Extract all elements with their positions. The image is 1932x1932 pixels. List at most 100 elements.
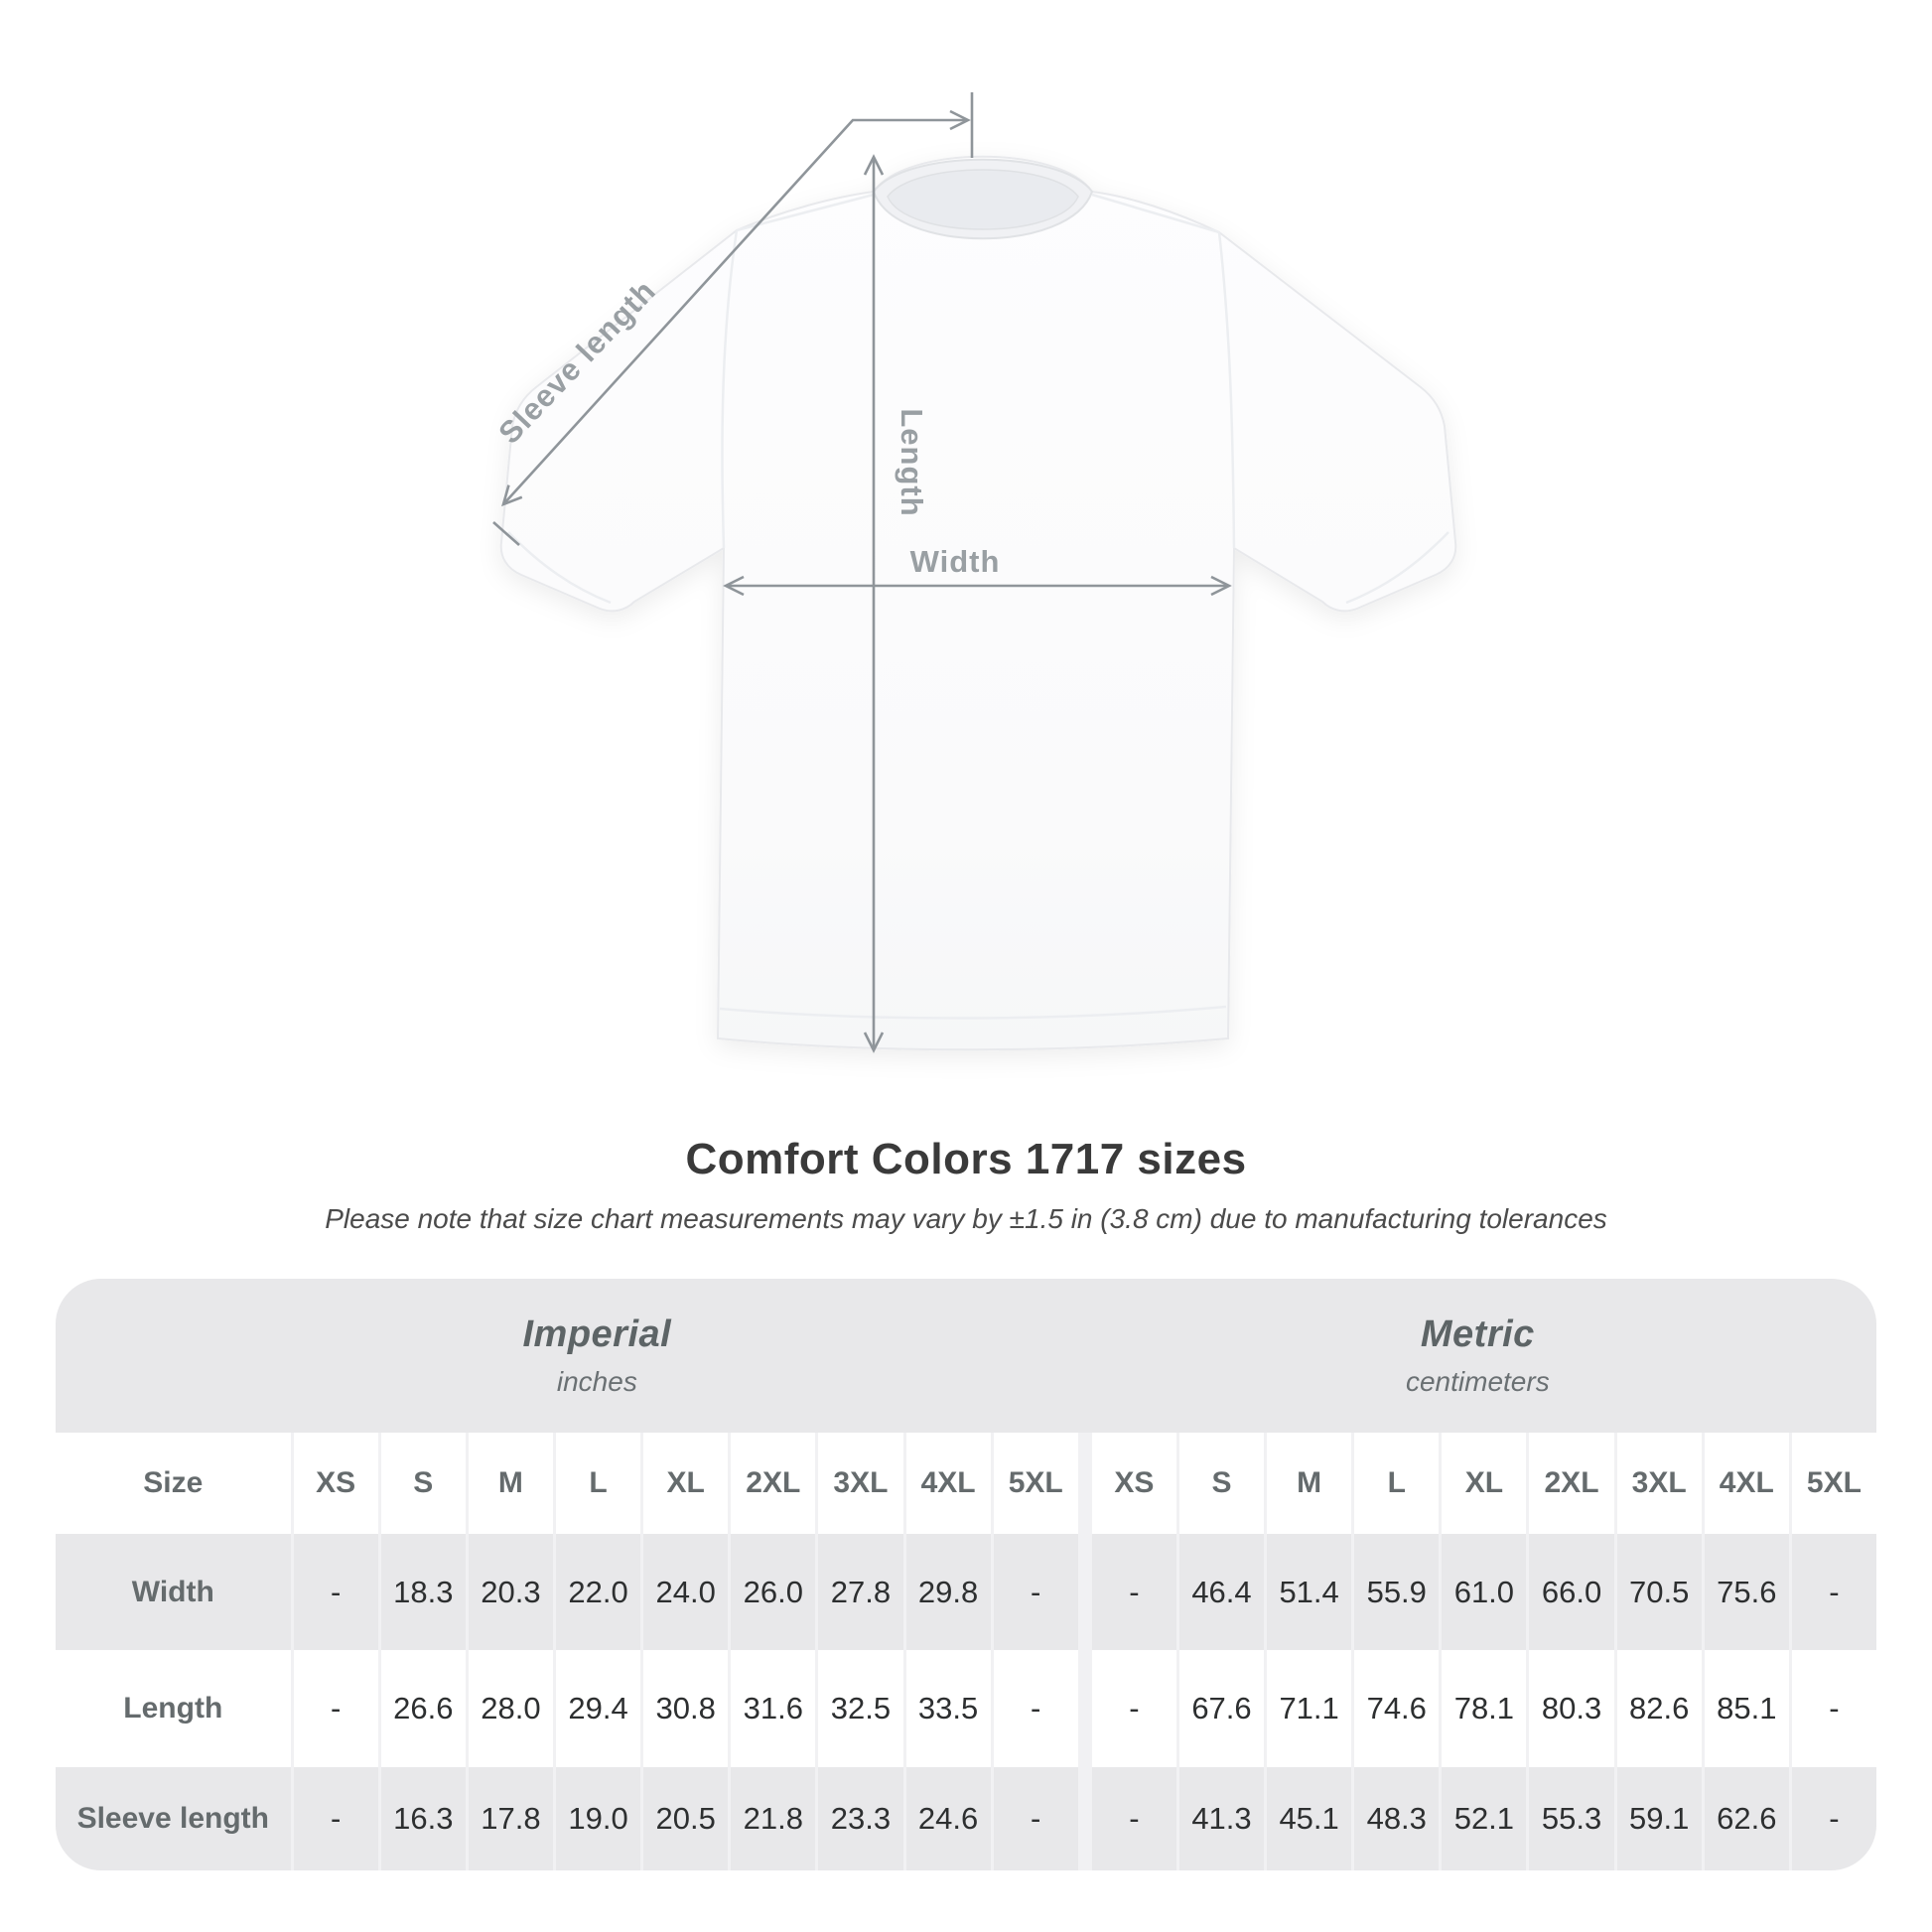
sleeve-length-line xyxy=(501,109,971,507)
size-column-header: 5XL xyxy=(1791,1433,1876,1534)
measurement-group-header: Imperial inches Metric centimeters xyxy=(56,1279,1876,1433)
metric-label: Metric xyxy=(1420,1313,1535,1355)
value-cell: - xyxy=(1791,1534,1876,1650)
value-cell: 22.0 xyxy=(555,1534,641,1650)
value-cell: 32.5 xyxy=(818,1650,903,1767)
imperial-unit-label: inches xyxy=(556,1366,637,1397)
value-cell: 20.5 xyxy=(643,1767,729,1870)
value-cell: - xyxy=(993,1767,1078,1870)
value-cell: - xyxy=(1791,1767,1876,1870)
value-cell: 29.8 xyxy=(905,1534,991,1650)
value-cell: 24.6 xyxy=(905,1767,991,1870)
value-cell: 80.3 xyxy=(1529,1650,1614,1767)
imperial-label: Imperial xyxy=(522,1313,672,1355)
value-cell: 23.3 xyxy=(818,1767,903,1870)
value-cell: - xyxy=(1791,1650,1876,1767)
size-column-header: 2XL xyxy=(731,1433,816,1534)
value-cell: - xyxy=(1091,1534,1176,1650)
size-column-header: XS xyxy=(293,1433,378,1534)
size-column-header: M xyxy=(1267,1433,1352,1534)
value-cell: 46.4 xyxy=(1178,1534,1265,1650)
sleeve-end-tick xyxy=(492,521,520,546)
value-cell: 85.1 xyxy=(1704,1650,1789,1767)
value-cell: - xyxy=(1091,1767,1176,1870)
value-cell: 55.9 xyxy=(1354,1534,1440,1650)
size-column-header: XL xyxy=(643,1433,729,1534)
value-cell: 26.6 xyxy=(380,1650,466,1767)
value-cell: 26.0 xyxy=(731,1534,816,1650)
tshirt-diagram-svg: Sleeve length Length Width xyxy=(491,92,1457,1053)
value-cell: 62.6 xyxy=(1704,1767,1789,1870)
value-cell: 51.4 xyxy=(1267,1534,1352,1650)
size-column-header: 4XL xyxy=(1704,1433,1789,1534)
value-cell: - xyxy=(1091,1650,1176,1767)
size-column-header: 3XL xyxy=(1616,1433,1702,1534)
value-cell: 59.1 xyxy=(1616,1767,1702,1870)
size-chart-title: Comfort Colors 1717 sizes xyxy=(685,1135,1247,1183)
value-cell: - xyxy=(993,1650,1078,1767)
value-cell: 21.8 xyxy=(731,1767,816,1870)
value-cell: 82.6 xyxy=(1616,1650,1702,1767)
value-cell: 78.1 xyxy=(1442,1650,1527,1767)
size-column-header: XS xyxy=(1091,1433,1176,1534)
value-cell: 66.0 xyxy=(1529,1534,1614,1650)
value-cell: - xyxy=(993,1534,1078,1650)
size-header-cell: Size xyxy=(56,1433,291,1534)
size-column-header: L xyxy=(555,1433,641,1534)
size-column-header: 4XL xyxy=(905,1433,991,1534)
value-cell: 48.3 xyxy=(1354,1767,1440,1870)
value-cell: 33.5 xyxy=(905,1650,991,1767)
value-cell: 55.3 xyxy=(1529,1767,1614,1870)
table-row: Sleeve length -16.3 17.8 19.0 20.5 21.8 23.3 24… xyxy=(56,1767,1876,1870)
value-cell: - xyxy=(293,1650,378,1767)
value-cell: - xyxy=(293,1534,378,1650)
table-row: Size XS S M L XL 2XL 3XL 4XL 5XL XS S M L XL 2XL 3XL 4XL 5… xyxy=(56,1433,1876,1534)
value-cell: 71.1 xyxy=(1267,1650,1352,1767)
imperial-metric-divider xyxy=(1081,1767,1089,1870)
row-label-cell: Width xyxy=(56,1534,291,1650)
tshirt-diagram: Sleeve length Length Width xyxy=(491,92,1457,1053)
value-cell: 41.3 xyxy=(1178,1767,1265,1870)
size-column-header: 3XL xyxy=(818,1433,903,1534)
size-column-header: M xyxy=(468,1433,553,1534)
size-column-header: XL xyxy=(1442,1433,1527,1534)
metric-unit-label: centimeters xyxy=(1405,1366,1550,1397)
table-row: Length -26.6 28.0 29.4 30.8 31.6 32.5 33.5- -67.… xyxy=(56,1650,1876,1767)
row-label-cell: Length xyxy=(56,1650,291,1767)
imperial-metric-divider xyxy=(1081,1433,1089,1534)
value-cell: 75.6 xyxy=(1704,1534,1789,1650)
size-column-header: 5XL xyxy=(993,1433,1078,1534)
value-cell: 27.8 xyxy=(818,1534,903,1650)
width-label: Width xyxy=(910,544,1001,579)
size-column-header: S xyxy=(380,1433,466,1534)
value-cell: 61.0 xyxy=(1442,1534,1527,1650)
value-cell: 30.8 xyxy=(643,1650,729,1767)
measurement-overlay xyxy=(492,92,1232,1053)
value-cell: 29.4 xyxy=(555,1650,641,1767)
size-chart-subtitle: Please note that size chart measurements… xyxy=(325,1203,1607,1234)
row-label-cell: Sleeve length xyxy=(56,1767,291,1870)
table-row: Width -18.3 20.3 22.0 24.0 26.0 27.8 29.8- -46.4… xyxy=(56,1534,1876,1650)
imperial-metric-divider xyxy=(1081,1650,1089,1767)
value-cell: 20.3 xyxy=(468,1534,553,1650)
imperial-metric-divider xyxy=(1081,1534,1089,1650)
value-cell: 74.6 xyxy=(1354,1650,1440,1767)
metric-header: Metric centimeters xyxy=(1079,1279,1876,1433)
value-cell: 70.5 xyxy=(1616,1534,1702,1650)
size-column-header: 2XL xyxy=(1529,1433,1614,1534)
size-table: Size XS S M L XL 2XL 3XL 4XL 5XL XS S M L XL 2XL 3XL 4XL 5… xyxy=(56,1433,1876,1870)
imperial-header: Imperial inches xyxy=(56,1279,1079,1433)
value-cell: 17.8 xyxy=(468,1767,553,1870)
value-cell: 16.3 xyxy=(380,1767,466,1870)
value-cell: 28.0 xyxy=(468,1650,553,1767)
value-cell: 67.6 xyxy=(1178,1650,1265,1767)
value-cell: 19.0 xyxy=(555,1767,641,1870)
value-cell: 24.0 xyxy=(643,1534,729,1650)
value-cell: - xyxy=(293,1767,378,1870)
value-cell: 31.6 xyxy=(731,1650,816,1767)
value-cell: 45.1 xyxy=(1267,1767,1352,1870)
size-column-header: L xyxy=(1354,1433,1440,1534)
value-cell: 18.3 xyxy=(380,1534,466,1650)
value-cell: 52.1 xyxy=(1442,1767,1527,1870)
length-label: Length xyxy=(895,408,929,516)
